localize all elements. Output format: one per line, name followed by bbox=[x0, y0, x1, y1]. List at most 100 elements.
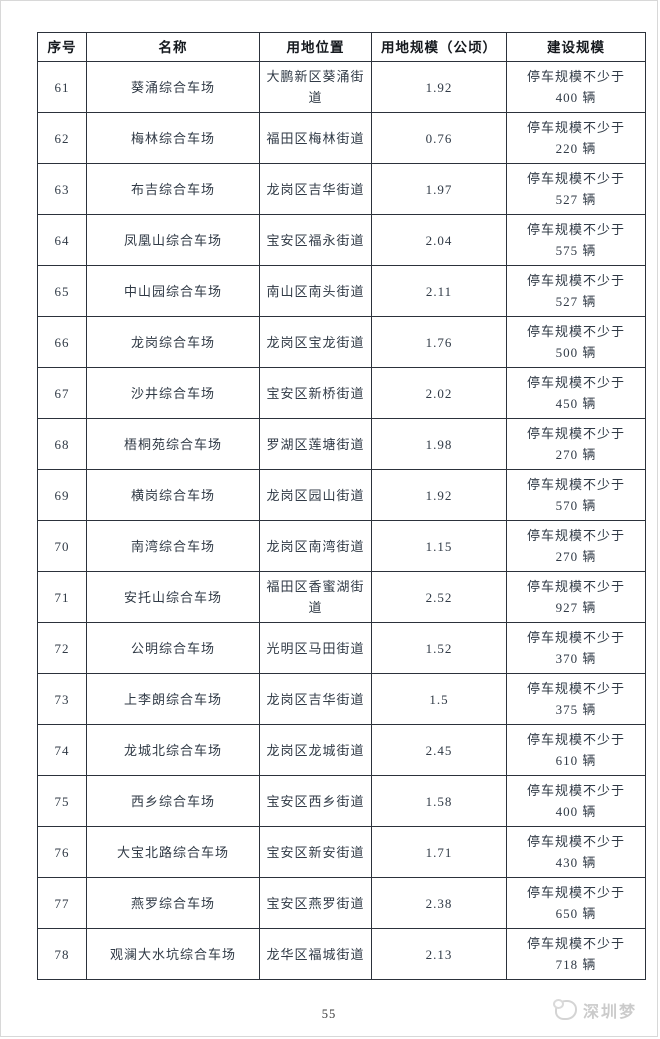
build-scale-prefix: 停车规模不少于 bbox=[526, 630, 625, 645]
table-row: 76 大宝北路综合车场 宝安区新安街道 1.71 停车规模不少于 430 辆 bbox=[37, 826, 646, 878]
row-index-cell: 77 bbox=[37, 877, 87, 929]
land-area-cell: 1.71 bbox=[371, 826, 507, 878]
facility-name-cell: 中山园综合车场 bbox=[86, 265, 260, 317]
watermark-text: 深圳梦 bbox=[582, 1004, 637, 1021]
table-row: 69 横岗综合车场 龙岗区园山街道 1.92 停车规模不少于 570 辆 bbox=[37, 469, 646, 521]
build-scale-cell: 停车规模不少于 610 辆 bbox=[506, 724, 646, 776]
table-row: 71 安托山综合车场 福田区香蜜湖街道 2.52 停车规模不少于 927 辆 bbox=[37, 571, 646, 623]
facility-name-cell: 横岗综合车场 bbox=[86, 469, 260, 521]
location-cell: 龙岗区宝龙街道 bbox=[259, 316, 372, 368]
column-header-land-scale: 用地规模（公顷） bbox=[371, 32, 507, 62]
row-index-cell: 76 bbox=[37, 826, 87, 878]
build-scale-capacity: 500 辆 bbox=[555, 345, 597, 360]
facility-name-cell: 梧桐苑综合车场 bbox=[86, 418, 260, 470]
build-scale-capacity: 927 辆 bbox=[555, 600, 597, 615]
build-scale-prefix: 停车规模不少于 bbox=[526, 732, 625, 747]
row-index-cell: 65 bbox=[37, 265, 87, 317]
build-scale-prefix: 停车规模不少于 bbox=[526, 681, 625, 696]
row-index-cell: 68 bbox=[37, 418, 87, 470]
row-index-cell: 61 bbox=[37, 61, 87, 113]
land-area-cell: 2.02 bbox=[371, 367, 507, 419]
facility-name-cell: 南湾综合车场 bbox=[86, 520, 260, 572]
build-scale-prefix: 停车规模不少于 bbox=[526, 834, 625, 849]
build-scale-capacity: 270 辆 bbox=[555, 447, 597, 462]
table-row: 70 南湾综合车场 龙岗区南湾街道 1.15 停车规模不少于 270 辆 bbox=[37, 520, 646, 572]
row-index-cell: 74 bbox=[37, 724, 87, 776]
location-cell: 罗湖区莲塘街道 bbox=[259, 418, 372, 470]
table-row: 62 梅林综合车场 福田区梅林街道 0.76 停车规模不少于 220 辆 bbox=[37, 112, 646, 164]
facility-name-cell: 沙井综合车场 bbox=[86, 367, 260, 419]
build-scale-capacity: 370 辆 bbox=[555, 651, 597, 666]
build-scale-prefix: 停车规模不少于 bbox=[526, 171, 625, 186]
row-index-cell: 69 bbox=[37, 469, 87, 521]
facility-name-cell: 龙岗综合车场 bbox=[86, 316, 260, 368]
build-scale-prefix: 停车规模不少于 bbox=[526, 783, 625, 798]
build-scale-capacity: 430 辆 bbox=[555, 855, 597, 870]
location-cell: 龙华区福城街道 bbox=[259, 928, 372, 980]
build-scale-capacity: 610 辆 bbox=[555, 753, 597, 768]
facility-name-cell: 大宝北路综合车场 bbox=[86, 826, 260, 878]
build-scale-prefix: 停车规模不少于 bbox=[526, 273, 625, 288]
table-row: 74 龙城北综合车场 龙岗区龙城街道 2.45 停车规模不少于 610 辆 bbox=[37, 724, 646, 776]
build-scale-capacity: 270 辆 bbox=[555, 549, 597, 564]
facility-name-cell: 燕罗综合车场 bbox=[86, 877, 260, 929]
row-index-cell: 72 bbox=[37, 622, 87, 674]
location-cell: 宝安区福永街道 bbox=[259, 214, 372, 266]
land-area-cell: 1.92 bbox=[371, 61, 507, 113]
logo-blob-icon bbox=[552, 999, 577, 1020]
build-scale-capacity: 400 辆 bbox=[555, 804, 597, 819]
row-index-cell: 73 bbox=[37, 673, 87, 725]
page-number: 55 bbox=[321, 1007, 337, 1021]
build-scale-prefix: 停车规模不少于 bbox=[526, 579, 625, 594]
location-cell: 宝安区西乡街道 bbox=[259, 775, 372, 827]
location-cell: 南山区南头街道 bbox=[259, 265, 372, 317]
build-scale-cell: 停车规模不少于 527 辆 bbox=[506, 163, 646, 215]
table-row: 68 梧桐苑综合车场 罗湖区莲塘街道 1.98 停车规模不少于 270 辆 bbox=[37, 418, 646, 470]
build-scale-capacity: 718 辆 bbox=[555, 957, 597, 972]
build-scale-prefix: 停车规模不少于 bbox=[526, 936, 625, 951]
facility-name-cell: 西乡综合车场 bbox=[86, 775, 260, 827]
row-index-cell: 78 bbox=[37, 928, 87, 980]
row-index-cell: 71 bbox=[37, 571, 87, 623]
row-index-cell: 70 bbox=[37, 520, 87, 572]
land-area-cell: 1.5 bbox=[371, 673, 507, 725]
build-scale-capacity: 375 辆 bbox=[555, 702, 597, 717]
row-index-cell: 63 bbox=[37, 163, 87, 215]
row-index-cell: 67 bbox=[37, 367, 87, 419]
facility-name-cell: 葵涌综合车场 bbox=[86, 61, 260, 113]
land-area-cell: 1.97 bbox=[371, 163, 507, 215]
build-scale-cell: 停车规模不少于 718 辆 bbox=[506, 928, 646, 980]
build-scale-cell: 停车规模不少于 400 辆 bbox=[506, 775, 646, 827]
build-scale-cell: 停车规模不少于 270 辆 bbox=[506, 418, 646, 470]
location-cell: 龙岗区吉华街道 bbox=[259, 163, 372, 215]
location-cell: 龙岗区吉华街道 bbox=[259, 673, 372, 725]
depot-facilities-table: 序号 名称 用地位置 用地规模（公顷） 建设规模 61 葵涌综合车场 大鹏新区葵涌街… bbox=[37, 32, 646, 980]
location-cell: 宝安区燕罗街道 bbox=[259, 877, 372, 929]
row-index-cell: 64 bbox=[37, 214, 87, 266]
build-scale-prefix: 停车规模不少于 bbox=[526, 885, 625, 900]
build-scale-cell: 停车规模不少于 570 辆 bbox=[506, 469, 646, 521]
table-row: 78 观澜大水坑综合车场 龙华区福城街道 2.13 停车规模不少于 718 辆 bbox=[37, 928, 646, 980]
build-scale-capacity: 575 辆 bbox=[555, 243, 597, 258]
build-scale-prefix: 停车规模不少于 bbox=[526, 375, 625, 390]
build-scale-prefix: 停车规模不少于 bbox=[526, 120, 625, 135]
facility-name-cell: 上李朗综合车场 bbox=[86, 673, 260, 725]
table-row: 65 中山园综合车场 南山区南头街道 2.11 停车规模不少于 527 辆 bbox=[37, 265, 646, 317]
build-scale-prefix: 停车规模不少于 bbox=[526, 69, 625, 84]
build-scale-capacity: 527 辆 bbox=[555, 192, 597, 207]
land-area-cell: 1.98 bbox=[371, 418, 507, 470]
build-scale-cell: 停车规模不少于 370 辆 bbox=[506, 622, 646, 674]
facility-name-cell: 公明综合车场 bbox=[86, 622, 260, 674]
land-area-cell: 1.58 bbox=[371, 775, 507, 827]
build-scale-prefix: 停车规模不少于 bbox=[526, 528, 625, 543]
table-row: 67 沙井综合车场 宝安区新桥街道 2.02 停车规模不少于 450 辆 bbox=[37, 367, 646, 419]
column-header-index: 序号 bbox=[37, 32, 87, 62]
table-header-row: 序号 名称 用地位置 用地规模（公顷） 建设规模 bbox=[37, 32, 646, 62]
location-cell: 宝安区新桥街道 bbox=[259, 367, 372, 419]
build-scale-cell: 停车规模不少于 650 辆 bbox=[506, 877, 646, 929]
facility-name-cell: 梅林综合车场 bbox=[86, 112, 260, 164]
build-scale-capacity: 400 辆 bbox=[555, 90, 597, 105]
build-scale-cell: 停车规模不少于 927 辆 bbox=[506, 571, 646, 623]
column-header-build-scale: 建设规模 bbox=[506, 32, 646, 62]
